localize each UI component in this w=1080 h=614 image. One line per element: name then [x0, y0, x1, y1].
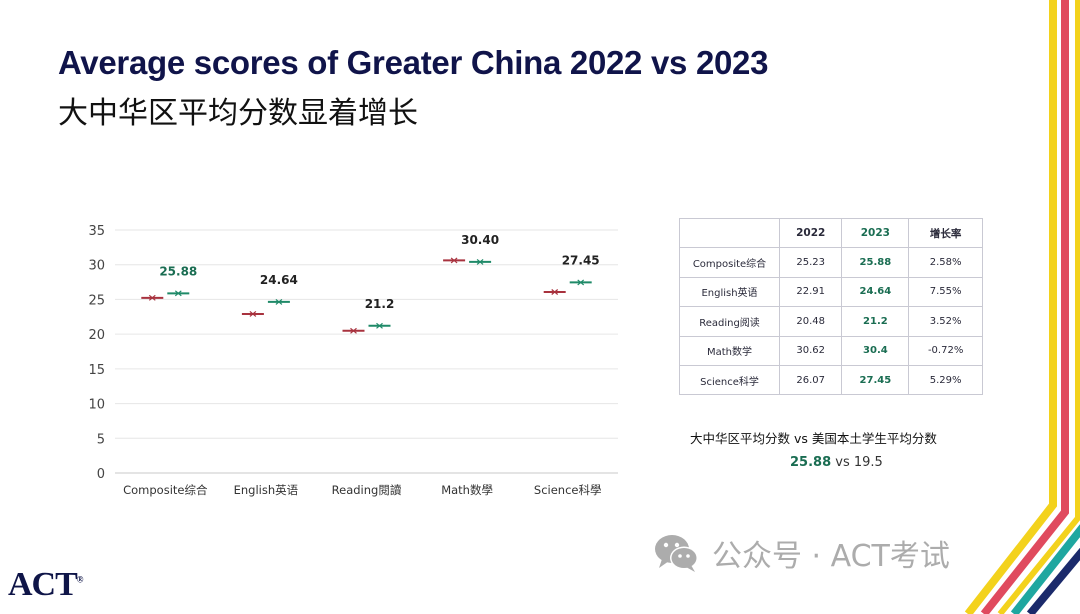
series-1-marker-cross — [275, 298, 283, 305]
series-0-marker-cross — [350, 327, 357, 334]
table-header-cell: 增长率 — [908, 217, 983, 249]
series-1-marker-cross — [376, 322, 383, 329]
slide-title-zh: 大中华区平均分数显着增长 — [58, 96, 418, 131]
data-label: 27.45 — [562, 253, 600, 267]
x-tick-label: Science科學 — [534, 483, 602, 497]
table-cell: Math数学 — [679, 335, 780, 366]
comparison-title: 大中华区平均分数 vs 美国本土学生平均分数 — [690, 431, 937, 446]
table-cell: Composite综合 — [679, 247, 780, 278]
table-cell: 21.2 — [841, 306, 910, 337]
y-tick-label: 30 — [88, 259, 105, 274]
table-row: Math数学 30.62 30.4 -0.72% — [679, 335, 983, 366]
y-tick-label: 25 — [88, 293, 105, 308]
table-cell: 7.55% — [908, 276, 983, 308]
table-cell: 24.64 — [841, 276, 910, 308]
act-logo: ACT® — [8, 566, 83, 604]
data-label: 24.64 — [260, 273, 298, 287]
table-cell: 5.29% — [908, 364, 983, 396]
data-label: 30.40 — [461, 233, 499, 247]
table-row: Reading阅读 20.48 21.2 3.52% — [679, 306, 983, 337]
score-table: 2022 2023 增长率 Composite综合 25.23 25.88 2.… — [679, 217, 983, 396]
table-header-cell: 2023 — [841, 217, 910, 249]
table-cell: English英语 — [679, 276, 780, 308]
table-row: Composite综合 25.23 25.88 2.58% — [679, 247, 983, 278]
table-cell: 30.4 — [841, 335, 910, 366]
table-cell: 30.62 — [778, 335, 843, 366]
series-1-marker-cross — [174, 290, 182, 297]
wechat-icon — [655, 535, 698, 572]
x-tick-label: English英语 — [234, 483, 299, 497]
logo-text: ACT — [8, 566, 78, 603]
series-0-marker-cross — [148, 294, 156, 301]
comparison-rest: vs 19.5 — [831, 455, 883, 470]
series-1-marker-cross — [577, 279, 585, 286]
series-0-marker-cross — [249, 310, 257, 317]
y-tick-label: 20 — [88, 328, 105, 343]
x-tick-label: Reading閱讀 — [332, 483, 402, 497]
y-tick-label: 0 — [97, 467, 105, 482]
table-cell: 2.58% — [908, 247, 983, 278]
table-cell: 27.45 — [841, 364, 910, 396]
data-label: 21.2 — [365, 297, 395, 311]
table-cell: 20.48 — [778, 306, 843, 337]
comparison-values: 25.88 vs 19.5 — [790, 455, 883, 470]
comparison-highlight: 25.88 — [790, 455, 832, 470]
x-tick-label: Math数學 — [441, 483, 493, 497]
table-cell: Reading阅读 — [679, 306, 780, 337]
data-label: 25.88 — [159, 264, 197, 278]
y-tick-label: 5 — [97, 432, 105, 447]
watermark-text: 公众号 · ACT考试 — [712, 539, 950, 574]
table-cell: 22.91 — [778, 276, 843, 308]
table-header-row: 2022 2023 增长率 — [679, 217, 983, 249]
table-cell: 26.07 — [778, 364, 843, 396]
y-tick-label: 35 — [88, 224, 105, 239]
x-tick-label: Composite综合 — [123, 483, 208, 497]
series-1-marker-cross — [476, 258, 484, 265]
slide-title-en: Average scores of Greater China 2022 vs … — [58, 44, 769, 81]
table-row: English英语 22.91 24.64 7.55% — [679, 276, 983, 308]
table-cell: 25.88 — [841, 247, 910, 278]
y-tick-label: 15 — [88, 363, 105, 378]
table-cell: Science科学 — [679, 364, 780, 396]
table-cell: 25.23 — [778, 247, 843, 278]
logo-registered-mark: ® — [76, 574, 84, 585]
score-chart: 0 5 10 15 20 25 30 35 Composite综合 25.88 English英语 2… — [88, 224, 618, 497]
watermark: 公众号 · ACT考试 — [652, 528, 950, 578]
table-header-cell: 2022 — [778, 217, 843, 249]
table-header-cell — [679, 217, 780, 249]
y-tick-label: 10 — [88, 398, 105, 413]
series-0-marker-cross — [551, 289, 559, 295]
series-0-marker-cross — [450, 257, 458, 264]
table-cell: -0.72% — [908, 335, 983, 366]
table-cell: 3.52% — [908, 306, 983, 337]
table-row: Science科学 26.07 27.45 5.29% — [679, 364, 983, 396]
